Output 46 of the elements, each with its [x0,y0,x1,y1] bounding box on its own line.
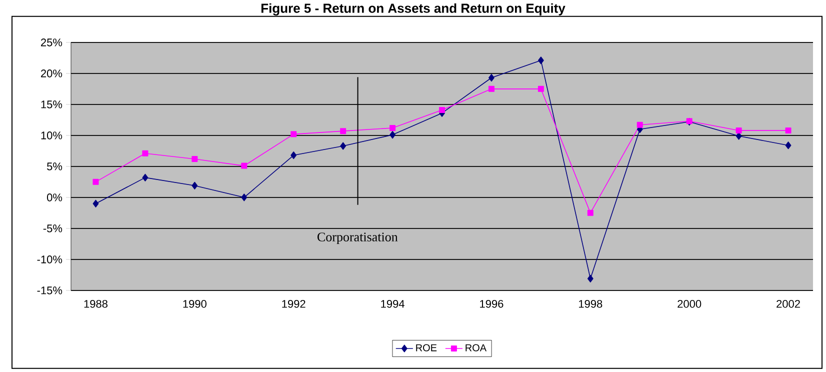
point [92,178,99,185]
y-tick-label: 10% [41,131,62,140]
point [488,74,494,82]
y-tick-label: 25% [41,38,62,46]
point [340,142,346,150]
point [92,200,99,208]
point [241,193,248,202]
point [241,162,248,169]
chart-title: Figure 5 - Return on Assets and Return on Equity [261,3,566,16]
y-tick-label: -15% [37,286,62,294]
x-tick-label: 1988 [84,300,108,308]
point [636,122,643,128]
point [439,106,446,113]
y-tick-label: 15% [41,100,62,108]
point [290,130,297,137]
legend-label: ROE [416,344,437,352]
point [785,127,792,134]
x-tick-label: 1996 [480,300,504,308]
point [290,151,297,159]
point [488,86,494,92]
point [785,141,792,149]
point [142,174,148,182]
y-tick-label: 20% [41,69,62,78]
x-tick-label: 1990 [183,300,206,308]
point [142,150,148,156]
x-tick-label: 1994 [381,300,404,308]
y-tick-label: -10% [37,255,62,264]
point [587,274,594,282]
x-tick-label: 2002 [776,300,800,308]
x-tick-label: 1998 [579,300,602,308]
y-tick-label: 5% [47,162,62,170]
y-tick-label: -5% [43,224,62,232]
annotation: Corporatisation [318,232,398,244]
y-tick-label: 0% [46,193,62,202]
point [192,182,198,190]
point [192,156,198,162]
point [538,56,544,64]
point [340,128,346,134]
x-tick-label: 2000 [678,300,702,308]
point [587,210,594,216]
legend-label: ROA [466,344,487,352]
point [538,86,544,92]
point [736,127,742,134]
x-tick-label: 1992 [282,300,306,308]
point [390,124,396,131]
point [390,130,396,138]
